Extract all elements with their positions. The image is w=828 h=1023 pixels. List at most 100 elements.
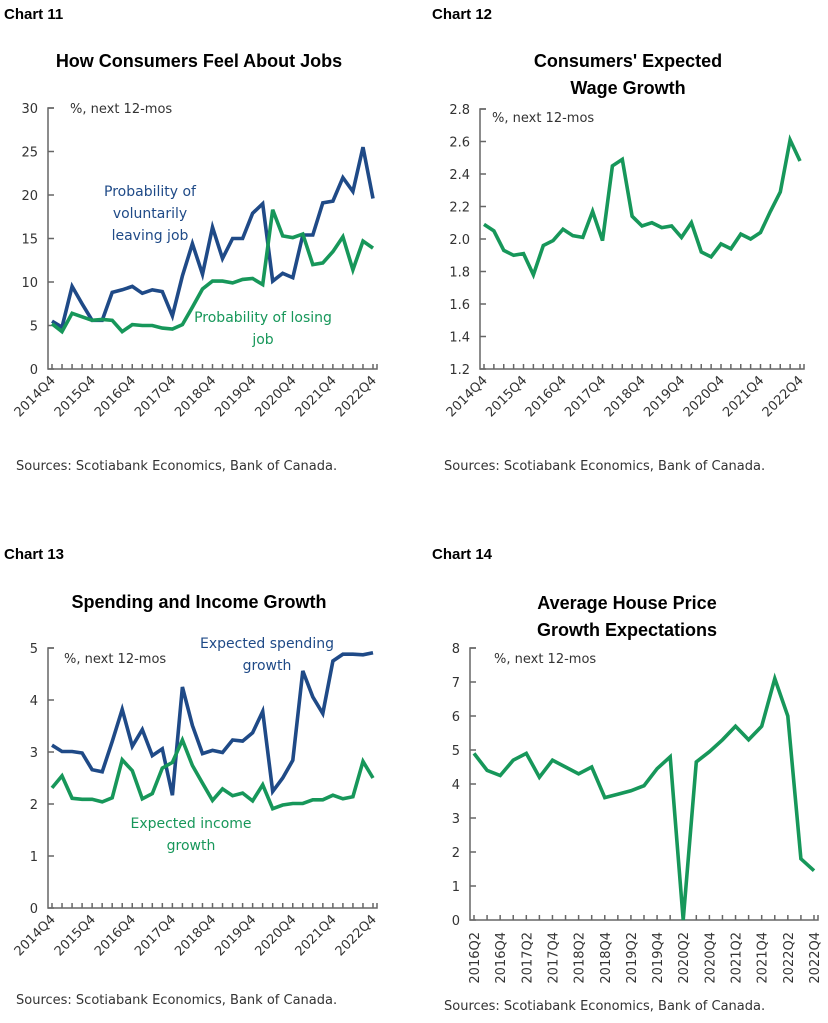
x-tick-label: 2020Q2 bbox=[677, 932, 692, 984]
x-tick-label: 2020Q4 bbox=[703, 932, 718, 984]
y-tick-label: 2 bbox=[452, 846, 460, 861]
source-note: Sources: Scotiabank Economics, Bank of C… bbox=[444, 459, 765, 474]
x-tick-label: 2017Q4 bbox=[132, 912, 179, 959]
x-tick-label: 2015Q4 bbox=[52, 373, 99, 420]
y-tick-label: 2 bbox=[30, 798, 38, 813]
x-tick-label: 2017Q4 bbox=[132, 373, 179, 420]
chart-title: Growth Expectations bbox=[537, 620, 717, 640]
y-tick-label: 0 bbox=[452, 914, 460, 929]
series-line-primary bbox=[51, 650, 374, 797]
y-tick-label: 0 bbox=[30, 363, 38, 378]
y-tick-label: 5 bbox=[30, 642, 38, 657]
series-line-primary bbox=[483, 134, 802, 280]
series-line-primary bbox=[472, 672, 816, 921]
series-label: Probability of bbox=[104, 184, 197, 200]
series-label: voluntarily bbox=[113, 206, 187, 222]
y-tick-label: 8 bbox=[452, 642, 460, 657]
y-tick-label: 1 bbox=[30, 850, 38, 865]
x-tick-label: 2016Q4 bbox=[92, 912, 139, 959]
y-tick-label: 1.8 bbox=[449, 266, 470, 281]
chart-13: Spending and Income Growth0123452014Q420… bbox=[12, 592, 380, 1008]
source-note: Sources: Scotiabank Economics, Bank of C… bbox=[16, 993, 337, 1008]
chart-title: Wage Growth bbox=[570, 78, 685, 98]
chart-title: How Consumers Feel About Jobs bbox=[56, 51, 342, 71]
panel-label: Chart 11 bbox=[4, 6, 64, 23]
unit-label: %, next 12-mos bbox=[64, 652, 166, 667]
y-tick-label: 25 bbox=[21, 146, 38, 161]
x-tick-label: 2022Q2 bbox=[782, 932, 797, 984]
x-tick-label: 2018Q4 bbox=[602, 373, 649, 420]
x-tick-label: 2020Q4 bbox=[252, 373, 299, 420]
panel-label: Chart 12 bbox=[432, 6, 493, 23]
x-tick-label: 2016Q4 bbox=[494, 932, 509, 984]
y-tick-label: 20 bbox=[21, 189, 38, 204]
x-tick-label: 2015Q4 bbox=[52, 912, 99, 959]
y-tick-label: 1.6 bbox=[449, 298, 470, 313]
chart-title: Consumers' Expected bbox=[534, 51, 722, 71]
series-label: Expected income bbox=[130, 816, 251, 832]
y-tick-label: 4 bbox=[30, 694, 38, 709]
series-line-primary bbox=[51, 146, 375, 331]
y-tick-label: 4 bbox=[452, 778, 460, 793]
x-tick-label: 2019Q2 bbox=[625, 932, 640, 984]
x-tick-label: 2019Q4 bbox=[641, 373, 688, 420]
x-tick-label: 2021Q4 bbox=[756, 932, 771, 984]
source-note: Sources: Scotiabank Economics, Bank of C… bbox=[16, 459, 337, 474]
y-tick-label: 0 bbox=[30, 902, 38, 917]
x-tick-label: 2018Q4 bbox=[172, 373, 219, 420]
unit-label: %, next 12-mos bbox=[492, 111, 594, 126]
x-tick-label: 2018Q4 bbox=[599, 932, 614, 984]
y-tick-label: 5 bbox=[30, 320, 38, 335]
y-tick-label: 2.0 bbox=[449, 233, 470, 248]
y-tick-label: 1.4 bbox=[449, 331, 470, 346]
x-tick-label: 2014Q4 bbox=[444, 373, 491, 420]
x-tick-label: 2020Q4 bbox=[681, 373, 728, 420]
y-tick-label: 3 bbox=[452, 812, 460, 827]
x-tick-label: 2017Q4 bbox=[562, 373, 609, 420]
chart-12: Consumers' Expected Wage Growth 1.2 1.4 1.6 1… bbox=[444, 51, 807, 474]
x-tick-label: 2022Q4 bbox=[333, 373, 380, 420]
x-tick-label: 2019Q4 bbox=[212, 912, 259, 959]
x-tick-label: 2021Q4 bbox=[293, 912, 340, 959]
x-tick-label: 2019Q4 bbox=[651, 932, 666, 984]
x-tick-label: 2014Q4 bbox=[12, 912, 59, 959]
x-tick-label: 2016Q4 bbox=[92, 373, 139, 420]
series-label: job bbox=[251, 332, 273, 348]
y-tick-label: 2.6 bbox=[449, 136, 470, 151]
x-tick-label: 2021Q4 bbox=[720, 373, 767, 420]
y-tick-label: 2.4 bbox=[449, 168, 470, 183]
x-tick-label: 2018Q4 bbox=[172, 912, 219, 959]
chart-title: Average House Price bbox=[537, 593, 716, 613]
series-label: Probability of losing bbox=[194, 310, 332, 326]
y-tick-label: 5 bbox=[452, 744, 460, 759]
chart-11-panel: Chart 11 How Consumers Feel About Jobs 0 5… bbox=[0, 0, 414, 540]
y-tick-label: 30 bbox=[21, 102, 38, 117]
y-tick-label: 10 bbox=[21, 276, 38, 291]
panel-label: Chart 13 bbox=[4, 546, 65, 563]
x-tick-label: 2019Q4 bbox=[212, 373, 259, 420]
axis-lines bbox=[479, 108, 805, 370]
x-tick-label: 2021Q2 bbox=[730, 932, 745, 984]
chart-12-panel: Chart 12 Consumers' Expected Wage Growth 1… bbox=[414, 0, 828, 540]
chart-14-panel: Chart 14 Average House Price Growth Expec… bbox=[414, 540, 828, 1023]
series-label: Expected spending bbox=[200, 636, 334, 652]
x-tick-label: 2021Q4 bbox=[293, 373, 340, 420]
x-tick-label: 2016Q4 bbox=[523, 373, 570, 420]
chart-11: How Consumers Feel About Jobs 0 5 10 15 20 25 3… bbox=[12, 51, 380, 474]
y-tick-label: 6 bbox=[452, 710, 460, 725]
x-tick-label: 2017Q2 bbox=[520, 932, 535, 984]
y-tick-label: 15 bbox=[21, 233, 38, 248]
series-label: growth bbox=[167, 838, 216, 854]
x-tick-label: 2020Q4 bbox=[252, 912, 299, 959]
chart-title: Spending and Income Growth bbox=[71, 592, 326, 612]
y-tick-label: 2.2 bbox=[449, 201, 470, 216]
x-tick-label: 2018Q2 bbox=[573, 932, 588, 984]
x-tick-label: 2022Q4 bbox=[808, 932, 823, 984]
x-tick-label: 2015Q4 bbox=[483, 373, 530, 420]
y-tick-label: 1.2 bbox=[449, 363, 470, 378]
axis-lines bbox=[47, 107, 378, 370]
chart-14: Average House Price Growth Expectations 0 1… bbox=[444, 593, 823, 1014]
y-tick-label: 1 bbox=[452, 880, 460, 895]
panel-label: Chart 14 bbox=[432, 546, 493, 563]
x-tick-label: 2014Q4 bbox=[12, 373, 59, 420]
